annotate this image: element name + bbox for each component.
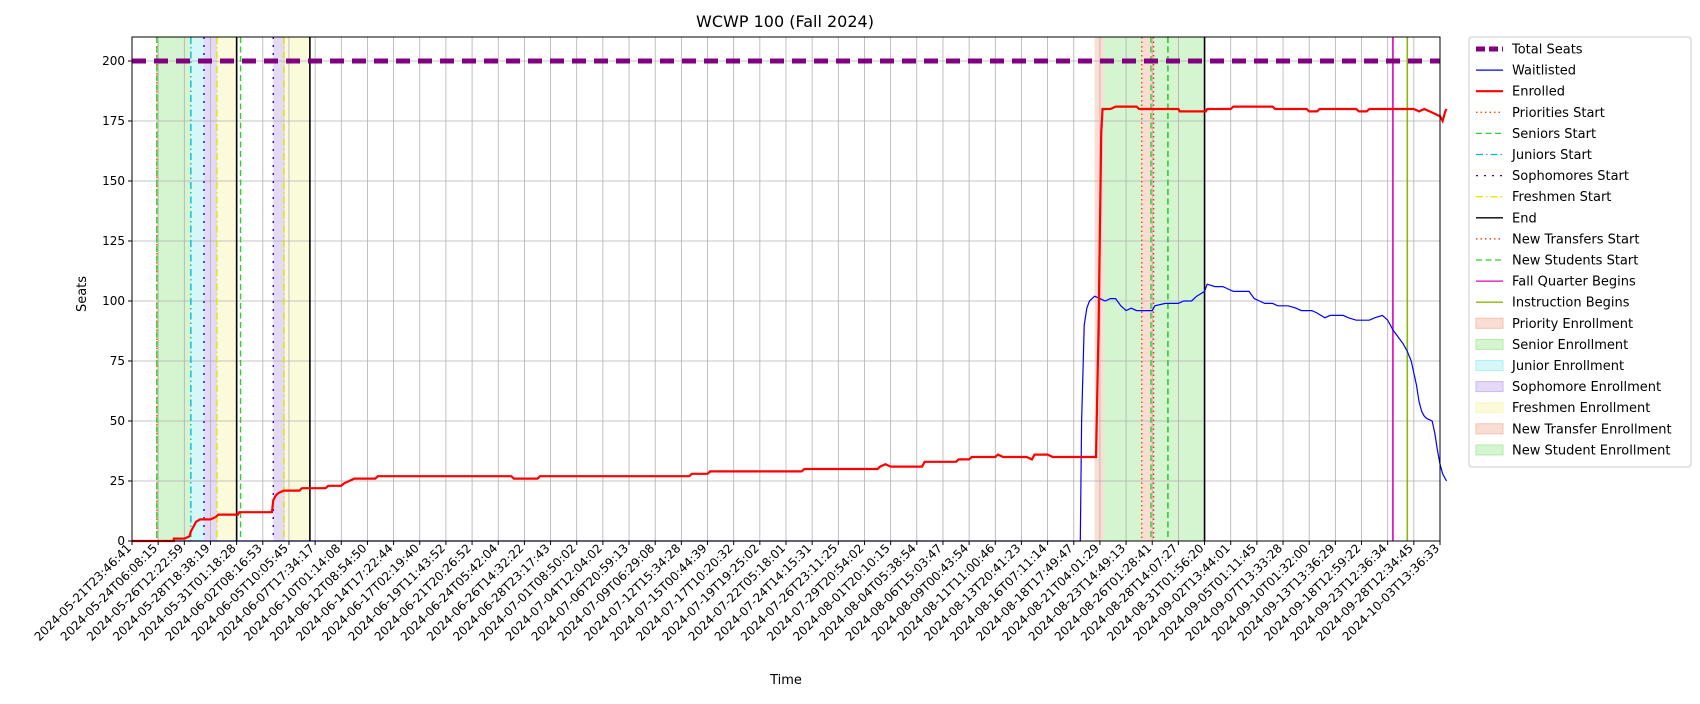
legend-swatch bbox=[1475, 381, 1504, 393]
legend-label: New Transfers Start bbox=[1512, 232, 1639, 247]
legend-swatch bbox=[1475, 338, 1504, 350]
y-tick-label: 0 bbox=[117, 534, 125, 548]
x-axis-label: Time bbox=[769, 673, 802, 688]
legend-swatch bbox=[1475, 423, 1504, 435]
y-tick-label: 125 bbox=[102, 234, 125, 248]
legend-swatch bbox=[1475, 444, 1504, 456]
legend-swatch bbox=[1475, 317, 1504, 329]
y-tick-label: 75 bbox=[110, 354, 125, 368]
y-tick-label: 100 bbox=[102, 294, 125, 308]
legend-label: Priorities Start bbox=[1512, 106, 1605, 121]
legend-label: Instruction Begins bbox=[1512, 296, 1630, 311]
y-tick-label: 50 bbox=[110, 414, 125, 428]
legend-label: Enrolled bbox=[1512, 85, 1565, 100]
y-tick-label: 25 bbox=[110, 474, 125, 488]
y-tick-label: 175 bbox=[102, 114, 125, 128]
legend-swatch bbox=[1475, 402, 1504, 414]
series-line bbox=[132, 283, 1448, 542]
legend-label: Seniors Start bbox=[1512, 127, 1596, 142]
legend-frame bbox=[1468, 36, 1692, 468]
shaded-region bbox=[1103, 37, 1142, 541]
y-axis-label: Seats bbox=[75, 276, 90, 312]
y-tick-label: 150 bbox=[102, 174, 125, 188]
legend-label: Junior Enrollment bbox=[1511, 359, 1624, 374]
y-tick-label: 200 bbox=[102, 54, 125, 68]
legend-label: Freshmen Start bbox=[1512, 190, 1611, 205]
legend-label: Sophomores Start bbox=[1512, 169, 1629, 184]
legend-label: Total Seats bbox=[1511, 43, 1583, 58]
vertical-markers bbox=[156, 37, 1409, 541]
legend-label: Fall Quarter Begins bbox=[1512, 275, 1636, 290]
series-line bbox=[132, 105, 1448, 543]
shaded-region bbox=[158, 37, 191, 541]
legend: Total Seats Waitlisted Enrolled Priorities … bbox=[1468, 36, 1692, 468]
legend-label: Senior Enrollment bbox=[1512, 338, 1628, 353]
legend-label: Juniors Start bbox=[1511, 148, 1592, 163]
shaded-region bbox=[1153, 37, 1205, 541]
legend-label: Freshmen Enrollment bbox=[1512, 401, 1650, 416]
legend-label: Waitlisted bbox=[1512, 64, 1576, 79]
legend-label: New Transfer Enrollment bbox=[1512, 422, 1672, 437]
legend-label: End bbox=[1512, 211, 1537, 226]
legend-label: Priority Enrollment bbox=[1512, 317, 1633, 332]
series-lines bbox=[132, 58, 1448, 543]
shaded-region bbox=[217, 37, 237, 541]
shaded-region bbox=[190, 37, 204, 541]
chart-title: WCWP 100 (Fall 2024) bbox=[696, 12, 874, 31]
legend-label: New Students Start bbox=[1512, 254, 1638, 269]
shaded-region bbox=[1141, 37, 1154, 541]
legend-swatch bbox=[1475, 360, 1504, 371]
x-ticks: 2024-05-21T23:46:412024-05-24T06:08:1520… bbox=[32, 541, 1442, 644]
legend-label: Sophomore Enrollment bbox=[1512, 380, 1661, 395]
legend-label: New Student Enrollment bbox=[1512, 443, 1670, 458]
grid bbox=[131, 37, 1441, 542]
y-ticks: 0 25 50 75 100 125 150 175 200 bbox=[102, 54, 132, 548]
shaded-region bbox=[273, 37, 286, 541]
